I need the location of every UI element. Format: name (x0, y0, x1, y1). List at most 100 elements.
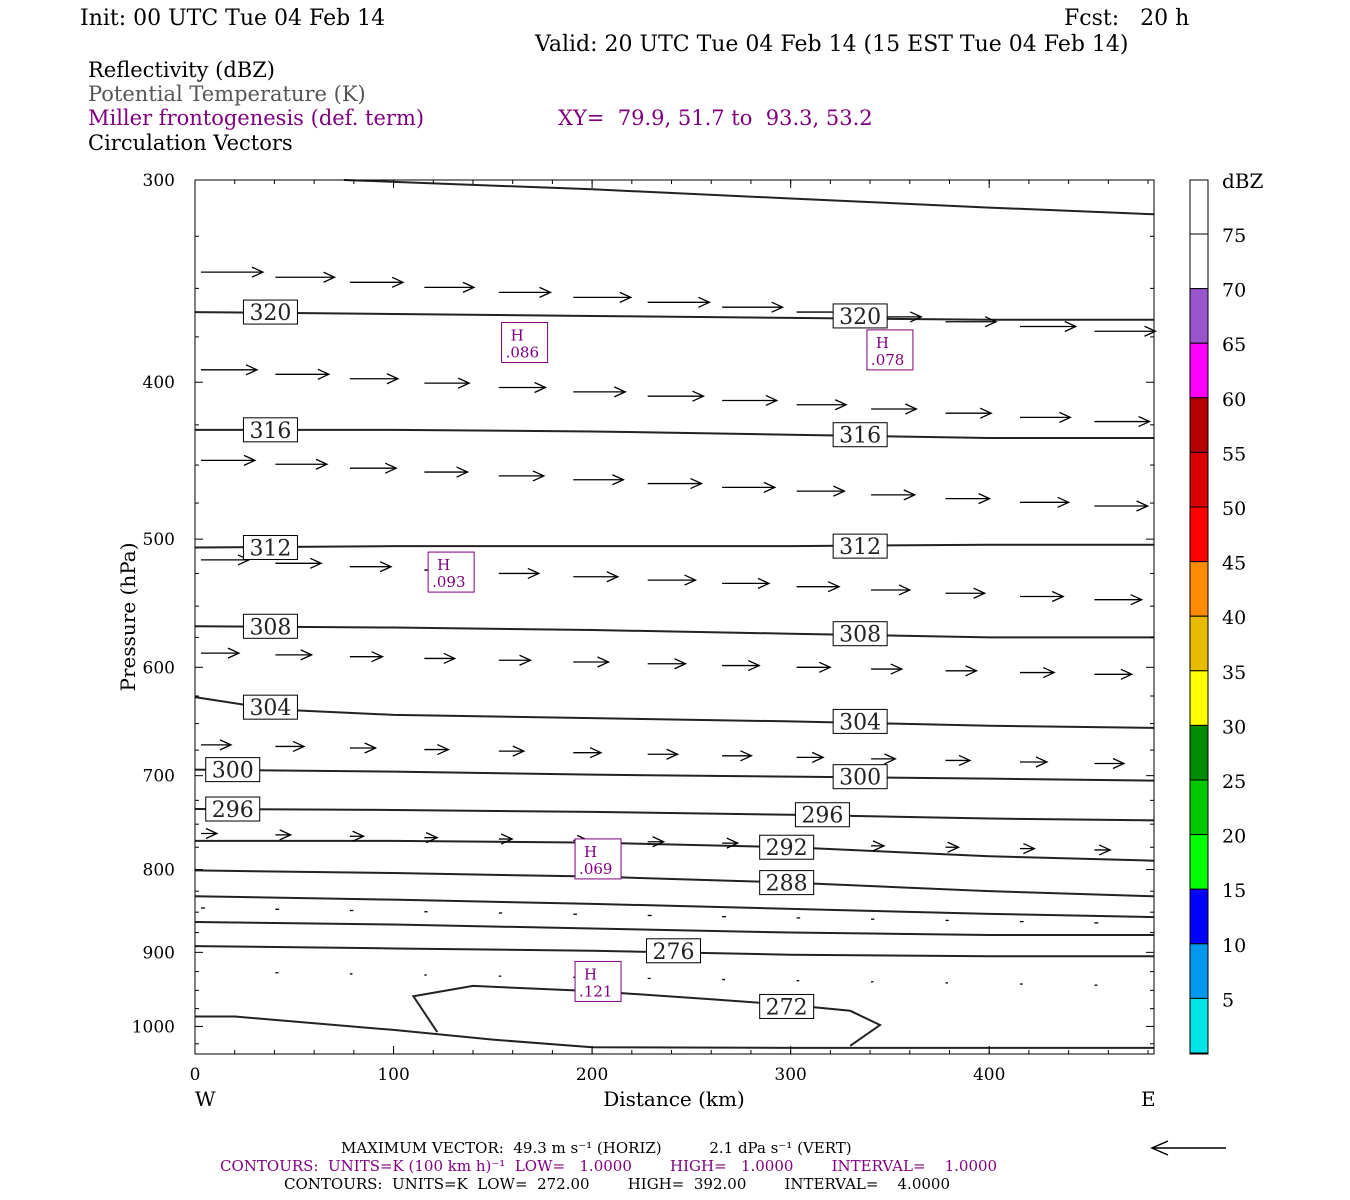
vector-head (811, 751, 825, 763)
vector-head (300, 649, 314, 661)
vector-head (684, 574, 698, 586)
vector-head (532, 470, 546, 482)
theta-contours (194, 179, 1155, 1049)
vector-head (903, 489, 917, 501)
theta-label-316: 316 (839, 424, 881, 449)
vector-head (619, 291, 633, 303)
vector-head (698, 296, 712, 308)
vector-head (589, 747, 603, 759)
theta-label-box (832, 303, 888, 329)
circulation-vectors (200, 266, 1158, 986)
vector-head (984, 316, 998, 328)
vector-head (364, 742, 378, 754)
frontogenesis-high-letter: H (584, 965, 597, 983)
theta-label-272: 272 (766, 995, 808, 1020)
frontogenesis-high-value: .086 (506, 343, 539, 361)
vector-head (500, 833, 514, 845)
theta-label-box (242, 613, 298, 639)
cross-section-xy: XY= 79.9, 51.7 to 93.3, 53.2 (558, 106, 873, 130)
vector-head (606, 571, 620, 583)
frontogenesis-high-value: .069 (579, 860, 612, 878)
x-tick-label: 200 (576, 1065, 608, 1085)
colorbar-segment (1189, 233, 1209, 290)
colorbar-label: 20 (1222, 826, 1246, 848)
theta-label-box (242, 417, 298, 443)
theta-label-box (646, 938, 702, 964)
theta-contour-320 (194, 311, 1154, 321)
colorbar-unit: dBZ (1222, 169, 1264, 193)
colorbar-segment (1189, 615, 1209, 672)
vector-head (827, 581, 841, 593)
theta-label-box (759, 834, 815, 860)
colorbar-label: 75 (1222, 225, 1246, 247)
theta-label-300: 300 (839, 766, 881, 791)
colorbar-label: 40 (1222, 607, 1246, 629)
y-tick-label: 600 (143, 658, 175, 678)
colorbar-segment (1189, 506, 1209, 563)
vector-head (457, 377, 471, 389)
colorbar-segment (1189, 342, 1209, 399)
colorbar-label: 30 (1222, 716, 1246, 738)
frontogenesis-high-box (427, 551, 475, 593)
vector-head (1042, 666, 1056, 679)
theta-label-320: 320 (249, 301, 291, 326)
vector-head (1130, 594, 1144, 606)
colorbar-label: 55 (1222, 443, 1246, 465)
vector-head (890, 663, 904, 675)
vector-head (309, 557, 323, 569)
theta-contour-272 (411, 984, 882, 1047)
vector-head (726, 837, 740, 849)
vector-head (391, 276, 405, 288)
vector-head (519, 654, 533, 666)
theta-contour-labels: 320 320 316 316 312 312 308 308 304 304 300 300 296 2… (205, 299, 888, 1020)
theta-label-288: 288 (766, 872, 808, 897)
theta-label-292: 292 (766, 836, 808, 861)
colorbar-segment (1189, 670, 1209, 726)
vector-head (747, 659, 761, 672)
colorbar-frame (1189, 179, 1209, 1055)
theta-contour-top (343, 179, 1155, 216)
vector-head (379, 561, 393, 573)
theta-label-308: 308 (249, 615, 291, 640)
vector-head (323, 271, 337, 283)
vector-head (1051, 590, 1065, 603)
vector-head (692, 390, 706, 402)
colorbar-label: 65 (1222, 334, 1246, 356)
theta-label-box (759, 993, 815, 1019)
field-frontogenesis: Miller frontogenesis (def. term) (88, 106, 425, 130)
theta-contour-308 (194, 625, 1154, 639)
theta-label-312: 312 (249, 537, 291, 562)
init-time: Init: 00 UTC Tue 04 Feb 14 (80, 6, 386, 31)
frontogenesis-high-box (574, 838, 622, 880)
theta-label-box (832, 764, 888, 790)
colorbar-segment (1189, 288, 1209, 344)
x-axis-label: Distance (km) (603, 1087, 745, 1111)
vector-head (965, 665, 979, 677)
vector-head (884, 753, 897, 765)
vector-head (979, 407, 993, 419)
vector-head (690, 477, 704, 490)
vector-head (386, 373, 400, 385)
colorbar-segment (1189, 397, 1209, 453)
colorbar-segment (1189, 834, 1209, 890)
vector-head (612, 474, 625, 486)
vector-head (1112, 757, 1126, 770)
vector-head (279, 829, 293, 841)
x-tick-label: 300 (774, 1065, 806, 1085)
theta-contour-284 (194, 895, 1155, 919)
theta-label-box (242, 535, 298, 561)
theta-contour-300 (194, 768, 1155, 782)
theta-label-316: 316 (249, 419, 291, 444)
theta-contour-268 (195, 1015, 1154, 1049)
vector-head (1059, 411, 1072, 423)
vector-head (1120, 668, 1134, 680)
colorbar-label: 45 (1222, 553, 1246, 575)
vector-head (834, 399, 848, 411)
vector-head (1023, 842, 1036, 855)
vector-head (757, 577, 771, 589)
colorbar-segment (1189, 943, 1209, 999)
vector-head (534, 381, 548, 394)
vector-head (1136, 500, 1150, 512)
vector-head (1138, 415, 1152, 428)
